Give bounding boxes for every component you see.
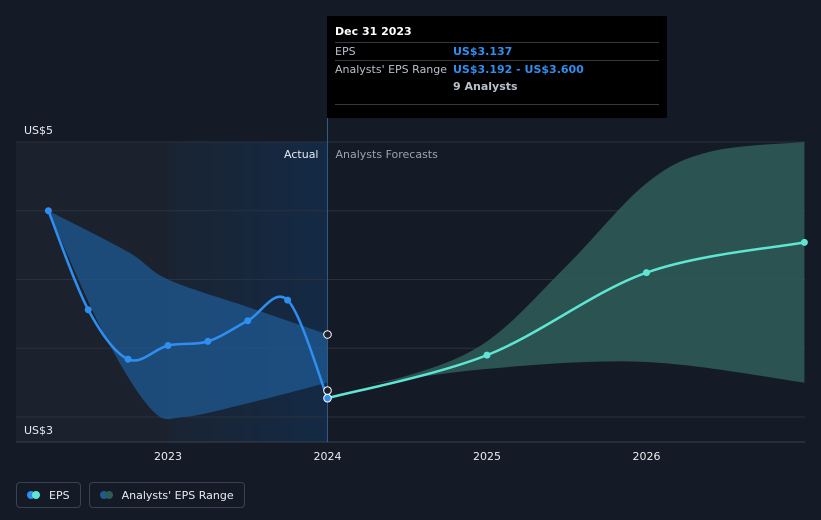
x-tick-label: 2023 bbox=[154, 450, 182, 463]
data-point bbox=[84, 306, 92, 314]
swatch-dot-icon bbox=[32, 491, 40, 499]
y-axis-top-label: US$5 bbox=[24, 124, 53, 137]
data-point bbox=[483, 351, 491, 359]
swatch-dot-icon bbox=[99, 491, 108, 499]
data-point bbox=[124, 355, 132, 363]
tooltip-row-eps: EPS US$3.137 bbox=[335, 42, 659, 60]
tooltip-row-range: Analysts' EPS Range US$3.192 - US$3.600 bbox=[335, 60, 659, 78]
data-point bbox=[244, 317, 252, 325]
data-point bbox=[204, 337, 212, 345]
data-point bbox=[164, 342, 172, 349]
tooltip-value: US$3.137 bbox=[453, 45, 513, 58]
legend-swatch-icon bbox=[99, 491, 114, 499]
series-line-eps-forecast bbox=[327, 241, 805, 400]
swatch-dot-icon bbox=[27, 491, 35, 499]
legend-item-eps[interactable]: EPS bbox=[16, 482, 81, 508]
tooltip-value: 9 Analysts bbox=[453, 80, 518, 93]
forecast-label: Analysts Forecasts bbox=[336, 148, 439, 161]
tooltip-key: Analysts' EPS Range bbox=[335, 63, 448, 76]
x-tick-label: 2025 bbox=[473, 450, 501, 463]
tooltip-key bbox=[335, 78, 453, 95]
tooltip-divider bbox=[335, 104, 659, 105]
tooltip-row-analysts: 9 Analysts bbox=[335, 78, 659, 95]
swatch-dot-icon bbox=[104, 491, 113, 499]
forecast-eps-range-area bbox=[327, 142, 805, 391]
data-point bbox=[284, 296, 292, 304]
legend-label: Analysts' EPS Range bbox=[121, 488, 234, 502]
data-point bbox=[800, 238, 808, 246]
tooltip-value: US$3.192 - US$3.600 bbox=[453, 63, 584, 76]
data-point bbox=[643, 269, 650, 277]
y-axis-bottom-label: US$3 bbox=[24, 424, 53, 437]
actual-label: Actual bbox=[284, 148, 318, 161]
tooltip-date: Dec 31 2023 bbox=[335, 25, 412, 38]
legend-label: EPS bbox=[49, 488, 70, 502]
tooltip-key: EPS bbox=[335, 45, 356, 58]
legend-item-eps-range[interactable]: Analysts' EPS Range bbox=[88, 482, 245, 508]
range-marker bbox=[323, 386, 332, 395]
eps-current-marker bbox=[323, 393, 332, 403]
range-marker bbox=[323, 330, 332, 339]
data-point bbox=[44, 207, 52, 215]
past-eps-range-area bbox=[48, 210, 328, 420]
legend-swatch-icon bbox=[27, 491, 41, 499]
chart-legend: EPS Analysts' EPS Range bbox=[16, 482, 245, 508]
x-tick-label: 2024 bbox=[314, 450, 342, 463]
x-tick-label: 2026 bbox=[633, 450, 661, 463]
chart-tooltip: Dec 31 2023 EPS US$3.137 Analysts' EPS R… bbox=[327, 16, 667, 118]
